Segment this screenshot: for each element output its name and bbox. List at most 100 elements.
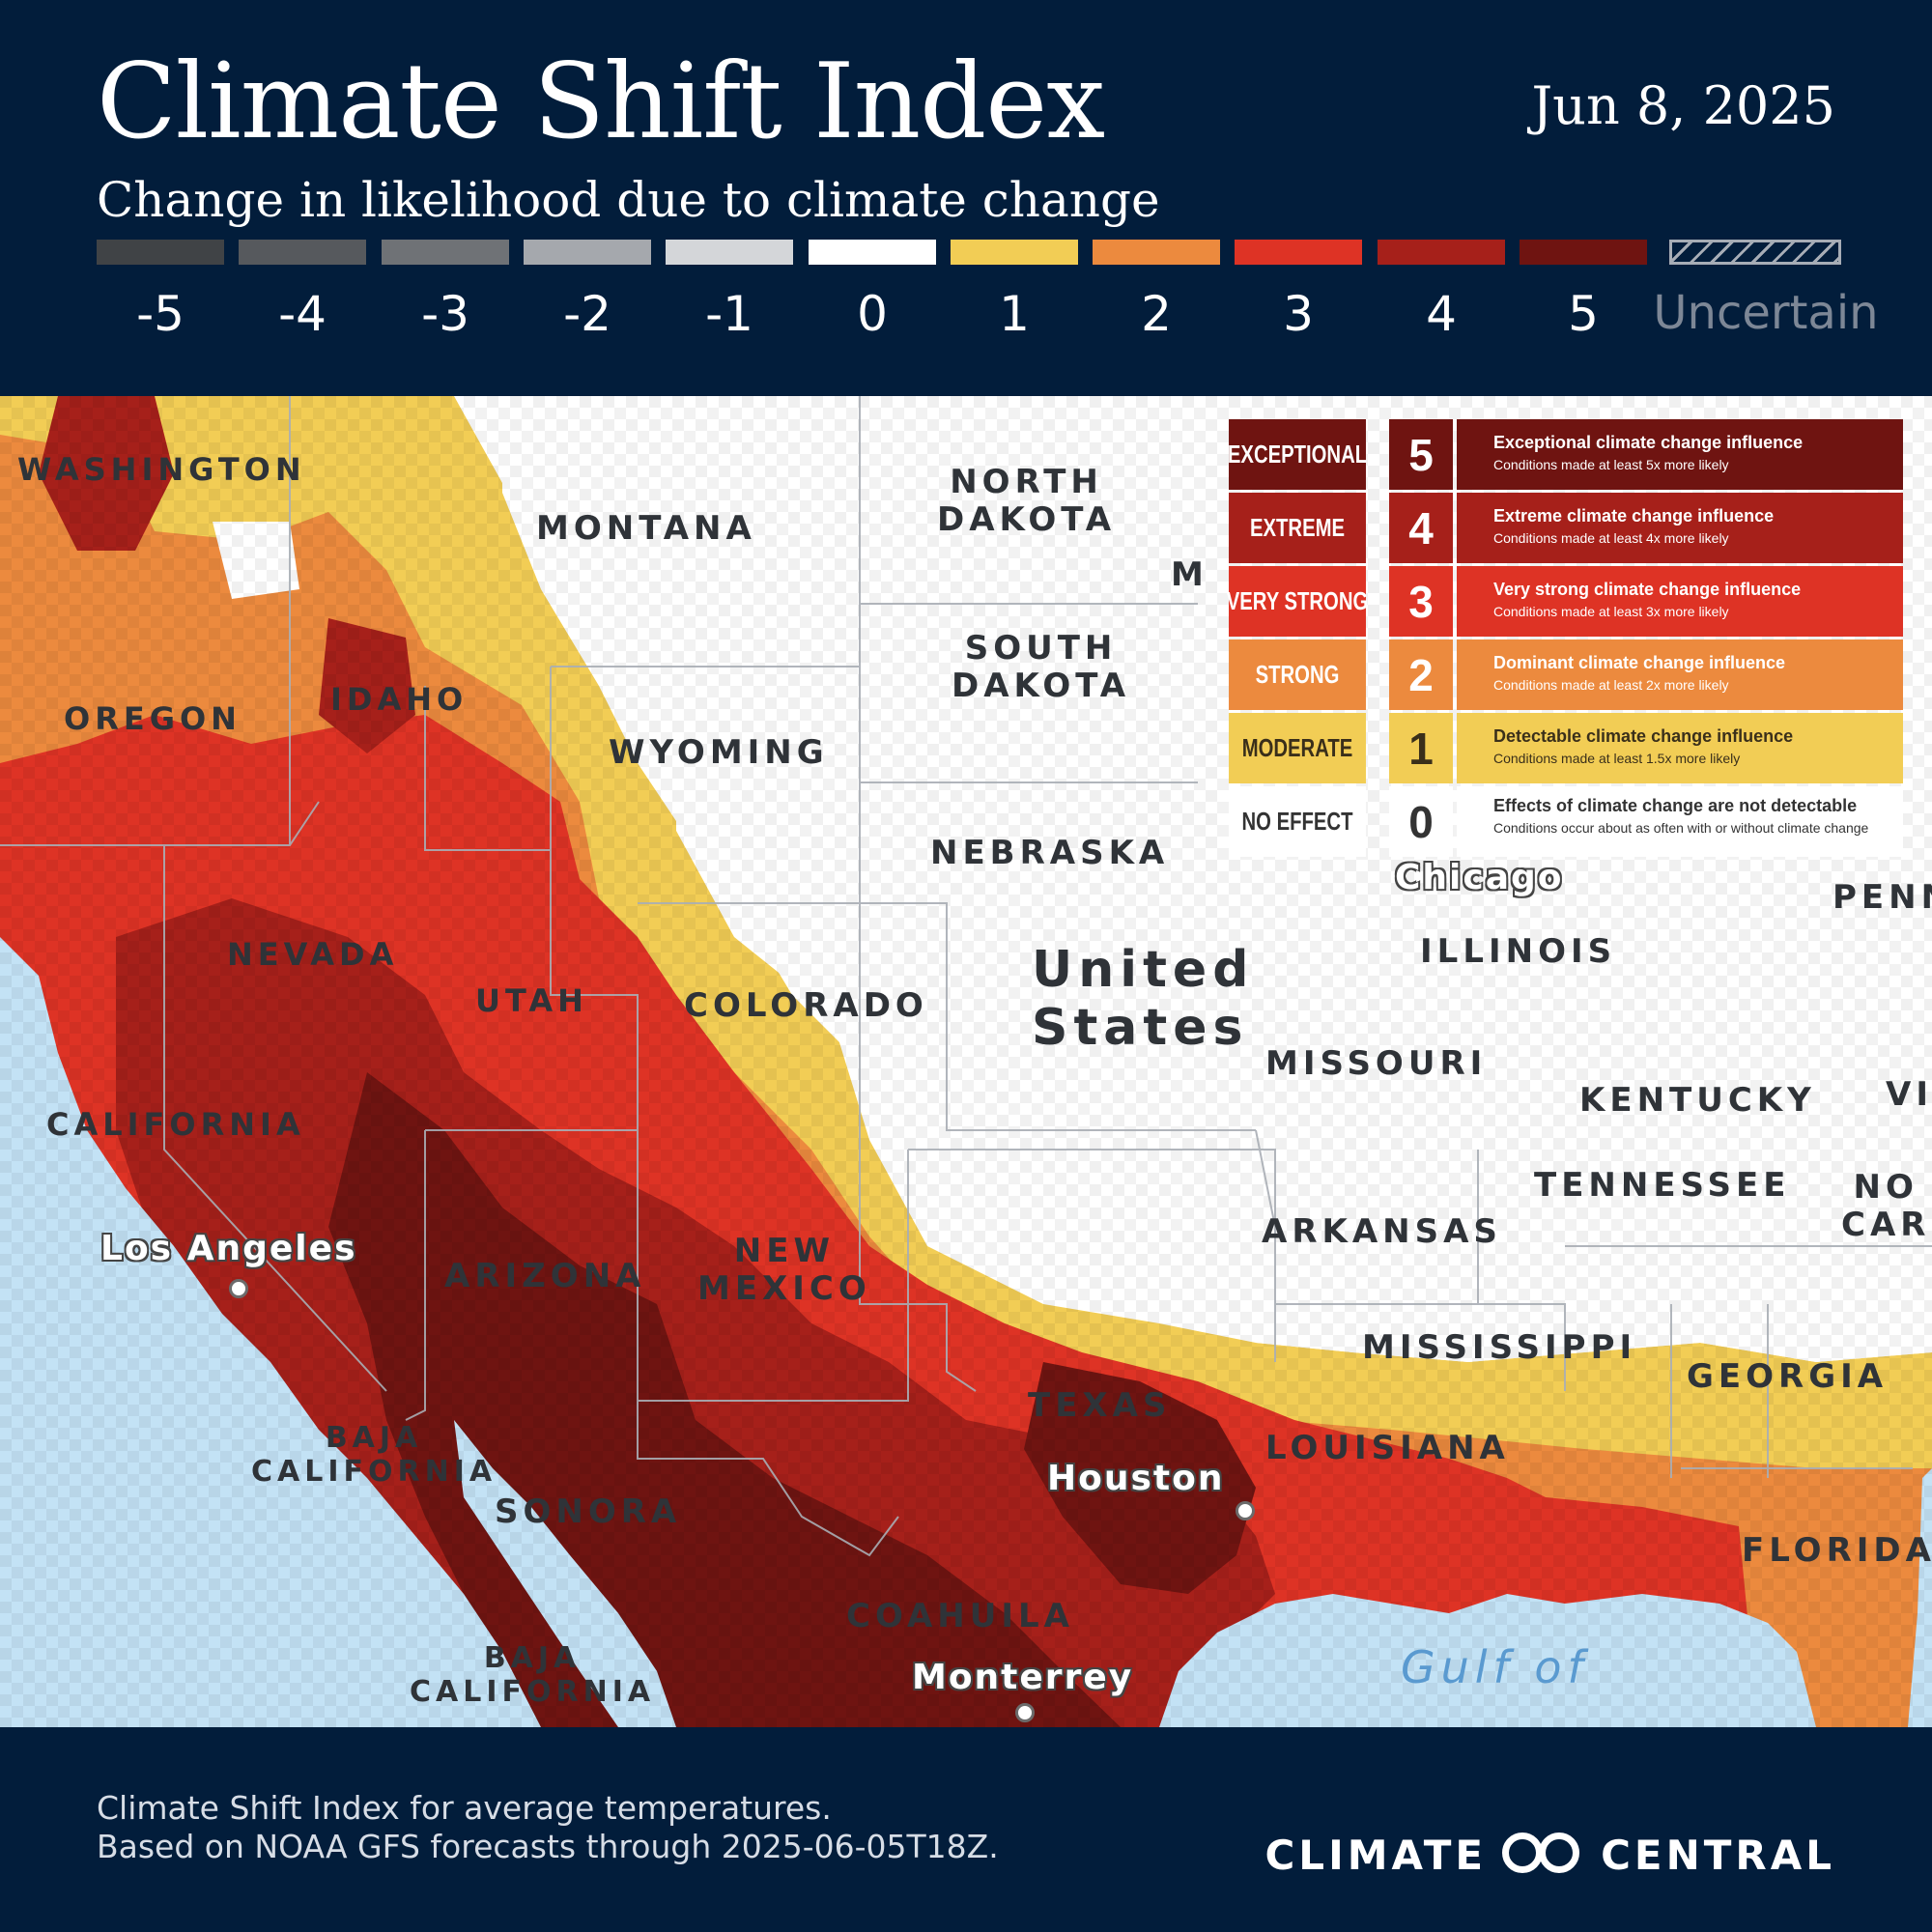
legend-description-title: Extreme climate change influence [1493,506,1775,526]
city-marker-los-angeles [229,1279,248,1298]
scale-tick-label: 0 [857,286,888,342]
scale-tick-label: 2 [1141,286,1172,342]
scale-swatch-uncertain [1669,240,1841,265]
legend-row: VERY STRONG 3 Very strong climate change i… [1209,566,1903,637]
label-new-mexico: NEW MEXICO [697,1232,871,1309]
label-missouri: MISSOURI [1265,1044,1488,1083]
scale-swatch [382,240,509,265]
label-north-dakota: NORTH DAKOTA [937,463,1117,540]
legend-description-detail: Conditions made at least 1.5x more likel… [1493,751,1741,766]
legend-description: Exceptional climate change influence Cond… [1457,419,1903,490]
page-title: Climate Shift Index [97,42,1105,162]
header: Climate Shift Index Jun 8, 2025 Change i… [0,0,1932,396]
label-wyoming: WYOMING [609,733,829,772]
footer-note: Climate Shift Index for average temperat… [97,1789,999,1866]
label-south-dakota: SOUTH DAKOTA [952,629,1131,706]
legend-description-detail: Conditions made at least 5x more likely [1493,457,1729,472]
label-penn-partial: PENN [1833,878,1932,917]
city-marker-houston [1236,1501,1255,1520]
legend-row: EXTREME 4 Extreme climate change influence… [1209,493,1903,563]
legend-category: VERY STRONG [1227,566,1368,637]
scale-uncertain-label: Uncertain [1653,286,1879,340]
legend-level: 1 [1389,713,1453,783]
legend-description-title: Effects of climate change are not detect… [1493,796,1858,815]
footer-line-2: Based on NOAA GFS forecasts through 2025… [97,1828,999,1865]
label-washington: WASHINGTON [17,451,306,488]
label-nebraska: NEBRASKA [930,834,1170,872]
label-arkansas: ARKANSAS [1262,1212,1502,1251]
label-louisiana: LOUISIANA [1265,1429,1510,1467]
label-minnesota-partial: M [1171,555,1208,594]
legend-level: 2 [1389,639,1453,710]
city-houston: Houston [1047,1459,1225,1498]
label-gulf: Gulf of [1401,1641,1589,1693]
legend-row: MODERATE 1 Detectable climate change influ… [1209,713,1903,783]
legend-description: Detectable climate change influence Condi… [1457,713,1903,783]
color-scale: -5 -4 -3 -2 -1 0 1 2 3 4 5 Uncertain [97,240,1879,342]
city-marker-monterrey [1015,1703,1035,1722]
label-kentucky: KENTUCKY [1579,1081,1816,1120]
legend-level: 3 [1389,566,1453,637]
legend-category: EXCEPTIONAL [1228,419,1367,490]
scale-tick-label: 3 [1283,286,1314,342]
label-georgia: GEORGIA [1687,1357,1889,1396]
label-north-carolina-partial: NO CAR [1841,1168,1931,1245]
scale-tick-label: 5 [1568,286,1599,342]
legend-category: MODERATE [1229,713,1366,783]
legend-category: STRONG [1229,639,1366,710]
label-utah: UTAH [475,982,588,1019]
footer-line-1: Climate Shift Index for average temperat… [97,1789,832,1827]
legend-description: Effects of climate change are not detect… [1457,786,1903,857]
legend-description-detail: Conditions made at least 2x more likely [1493,677,1729,693]
label-arizona: ARIZONA [444,1257,646,1295]
legend-description-detail: Conditions made at least 4x more likely [1493,530,1729,546]
legend-description-title: Very strong climate change influence [1493,580,1802,599]
scale-tick-label: -3 [421,286,469,342]
legend-description: Extreme climate change influence Conditio… [1457,493,1903,563]
scale-tick-label: 1 [999,286,1030,342]
label-florida: FLORIDA [1742,1531,1932,1570]
label-mississippi: MISSISSIPPI [1362,1328,1637,1367]
scale-swatch [1235,240,1362,265]
date-label: Jun 8, 2025 [1531,75,1835,136]
label-idaho: IDAHO [330,681,469,718]
legend-category: EXTREME [1229,493,1366,563]
page-subtitle: Change in likelihood due to climate chan… [97,172,1160,228]
scale-swatch [1520,240,1647,265]
climate-central-logo: CLIMATE CENTRAL [1264,1826,1835,1884]
logo-rings-icon [1500,1833,1587,1877]
scale-swatch [524,240,651,265]
legend-description-title: Detectable climate change influence [1493,726,1794,746]
label-nevada: NEVADA [227,936,399,973]
label-sonora: SONORA [495,1492,682,1531]
label-baja-california-sur: BAJA CALIFORNIA [410,1641,656,1709]
label-oregon: OREGON [64,700,242,737]
legend-description-title: Exceptional climate change influence [1493,433,1804,452]
scale-swatch [97,240,224,265]
legend-row: NO EFFECT 0 Effects of climate change are … [1209,786,1903,857]
label-baja-california: BAJA CALIFORNIA [251,1421,497,1489]
state-borders [0,396,1932,1557]
legend-description-detail: Conditions occur about as often with or … [1493,820,1869,836]
label-tennessee: TENNESSEE [1534,1166,1791,1205]
scale-tick-label: -1 [705,286,753,342]
legend-description-detail: Conditions made at least 3x more likely [1493,604,1729,619]
logo-text-left: CLIMATE [1264,1831,1488,1879]
scale-tick-label: -2 [563,286,611,342]
scale-tick-label: 4 [1426,286,1457,342]
city-los-angeles: Los Angeles [100,1229,357,1268]
scale-tick-label: -4 [278,286,327,342]
legend-row: STRONG 2 Dominant climate change influence… [1209,639,1903,710]
legend-description: Very strong climate change influence Cond… [1457,566,1903,637]
legend-level: 0 [1389,786,1453,857]
map-canvas [0,396,1932,1727]
label-virginia-partial: VI [1886,1075,1932,1114]
scale-swatch [1093,240,1220,265]
legend-description-title: Dominant climate change influence [1493,653,1786,672]
scale-swatch [666,240,793,265]
scale-swatch [809,240,936,265]
city-monterrey: Monterrey [912,1658,1134,1697]
legend-row: EXCEPTIONAL 5 Exceptional climate change i… [1209,419,1903,490]
scale-swatch [951,240,1078,265]
intensity-legend: EXCEPTIONAL 5 Exceptional climate change i… [1209,419,1903,860]
